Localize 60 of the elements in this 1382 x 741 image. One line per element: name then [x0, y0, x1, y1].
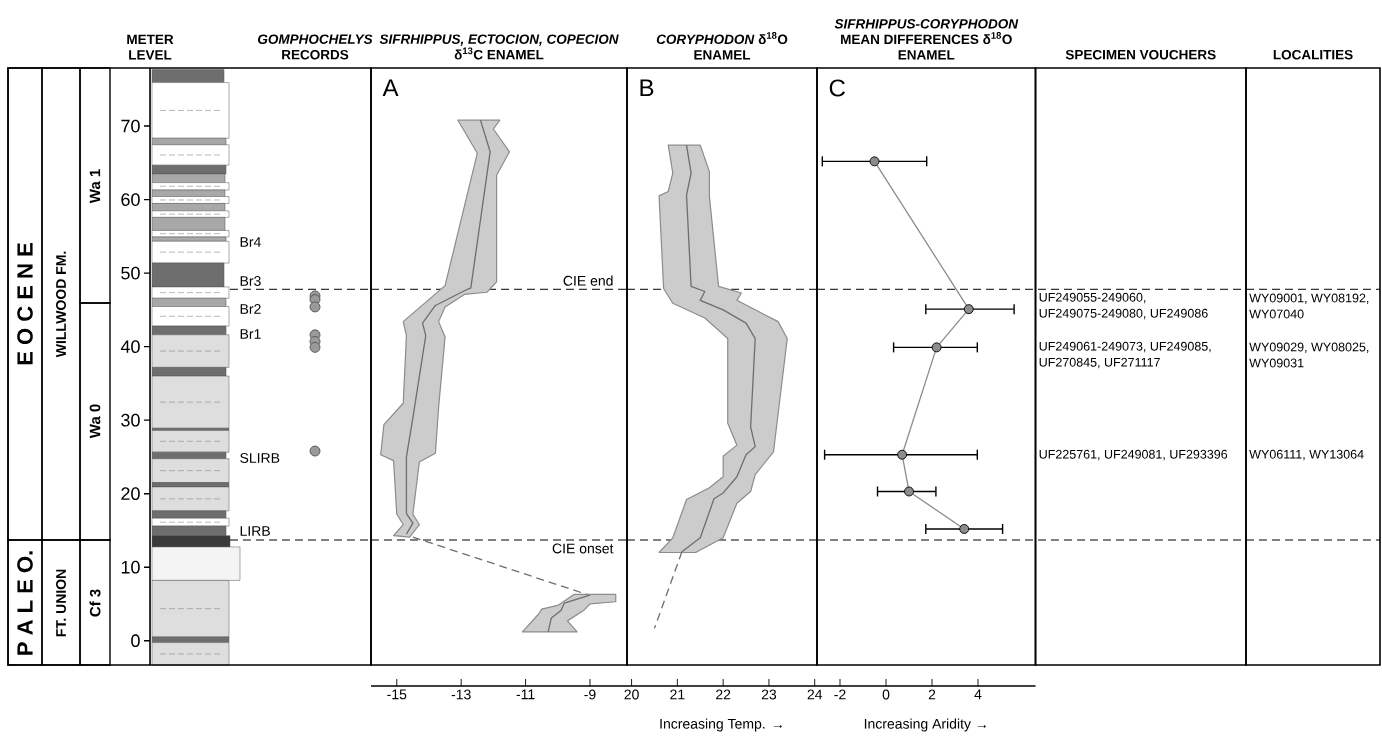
point [963, 304, 974, 315]
x-tick-label: 24 [807, 689, 823, 700]
x-tick-label: -9 [584, 689, 596, 700]
annotation: SLIRB [240, 453, 280, 463]
category-label: METER LEVEL [127, 34, 174, 60]
x-tick-label: 0 [882, 689, 890, 700]
x-tick-label: 23 [761, 689, 777, 700]
chart-title: CORYPHODON δ$^{18}$O ENAMEL [656, 32, 788, 60]
annotation: Br3 [240, 276, 261, 286]
x-tick-label: -13 [451, 689, 471, 700]
text: UF249061-249073, UF249085, UF270845, UF271117 [1039, 341, 1211, 369]
point [959, 524, 970, 534]
annotation: LIRB [240, 526, 270, 536]
annotation: Wa 0 [89, 404, 101, 439]
annotation: P A L E O. [17, 551, 33, 655]
text: WY06111, WY13064 [1249, 449, 1364, 461]
y-tick-label: 50 [121, 266, 140, 280]
point [897, 449, 908, 460]
text: SPECIMEN VOUCHERS [1065, 49, 1216, 60]
x-axis-title: Increasing Temp. → [660, 718, 783, 732]
y-tick-label: 40 [120, 340, 140, 353]
x-tick-label: 22 [716, 689, 731, 700]
annotation: Br1 [240, 329, 261, 339]
y-tick-label: 10 [121, 560, 140, 574]
chart-title: SIFRHIPPUS-CORYPHODON MEAN DIFFERENCES δ$^{18}$O ENAMEL [834, 19, 1019, 60]
x-axis-title: Increasing Aridity → [864, 718, 987, 732]
text: UF225761, UF249081, UF293396 [1039, 449, 1228, 461]
annotation: FT. UNION [56, 569, 66, 637]
text: UF249055-249060, UF249075-249080, UF249086 [1039, 292, 1208, 320]
point [904, 486, 914, 497]
x-tick-label: 2 [928, 689, 936, 700]
x-tick-label: -11 [516, 689, 535, 700]
text: WY09029, WY08025, WY09031 [1249, 342, 1369, 368]
ref-line-label: CIE onset [552, 543, 614, 554]
point [869, 156, 880, 167]
x-tick-label: 21 [670, 689, 685, 700]
x-tick-label: -2 [834, 689, 846, 700]
annotation: A [382, 79, 399, 97]
x-tick-label: 4 [974, 689, 982, 700]
y-tick-label: 20 [121, 487, 140, 501]
annotation: B [640, 79, 654, 97]
y-tick-label: 0 [131, 634, 140, 648]
y-tick-label: 30 [121, 413, 140, 427]
y-tick-label: 70 [121, 119, 140, 133]
y-tick-label: 60 [121, 193, 140, 206]
x-tick-label: 20 [624, 689, 639, 700]
point [931, 342, 942, 353]
annotation: E O C E N E [17, 243, 33, 365]
annotation: Cf 3 [89, 589, 101, 617]
annotation: C [829, 79, 845, 97]
annotation: Br4 [240, 237, 261, 247]
annotation: Br2 [240, 304, 261, 314]
text: LOCALITIES [1273, 49, 1353, 60]
annotation: Wa 1 [89, 169, 101, 204]
category-label: GOMPHOCHELYS RECORDS [258, 34, 373, 60]
annotation: WILLWOOD FM. [56, 251, 66, 358]
ref-line-label: CIE end [563, 275, 613, 286]
chart-title: SIFRHIPPUS, ECTOCION, COPECION δ$^{13}$C ENAMEL [379, 34, 619, 60]
x-tick-label: -15 [387, 689, 407, 700]
text: WY09001, WY08192, WY07040 [1249, 293, 1369, 319]
